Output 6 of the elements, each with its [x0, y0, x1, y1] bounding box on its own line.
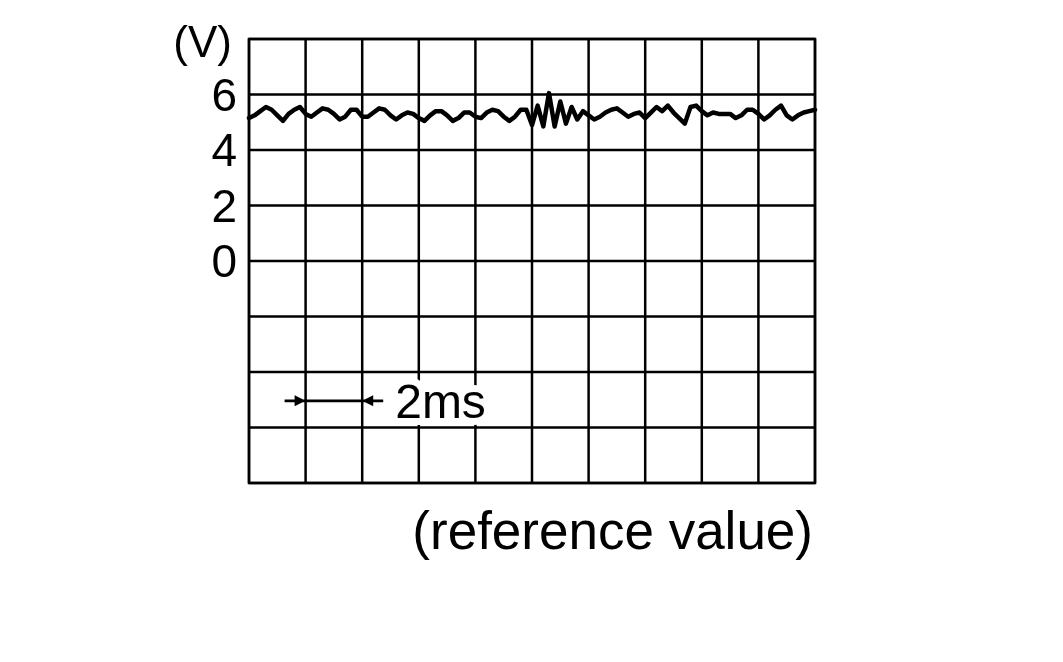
text: (reference value): [412, 501, 813, 560]
y-tick-label: 6: [211, 68, 237, 121]
y-axis-title: (V): [173, 16, 232, 66]
y-tick-label: 4: [211, 124, 237, 176]
y-tick-label: 2: [211, 179, 237, 232]
y-tick-label: 0: [211, 235, 237, 287]
